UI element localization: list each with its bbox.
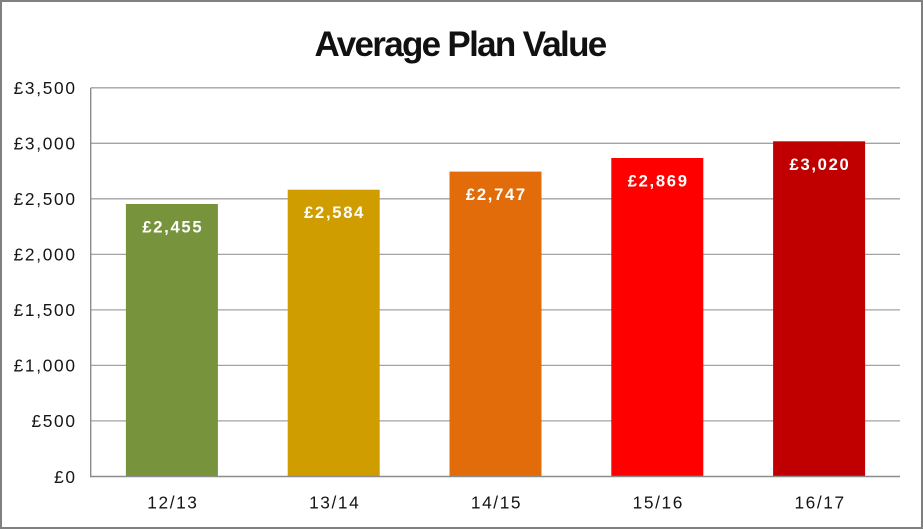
svg-text:£2,869: £2,869 (628, 172, 689, 191)
svg-text:16/17: 16/17 (794, 493, 845, 513)
svg-text:£3,500: £3,500 (14, 78, 77, 98)
svg-text:15/16: 15/16 (633, 493, 684, 513)
svg-text:£1,000: £1,000 (14, 356, 77, 376)
svg-text:13/14: 13/14 (309, 493, 360, 513)
svg-text:12/13: 12/13 (147, 493, 198, 513)
svg-text:£3,000: £3,000 (14, 134, 77, 154)
svg-text:£2,584: £2,584 (304, 203, 365, 222)
svg-text:£2,455: £2,455 (142, 218, 203, 237)
svg-text:Average Plan Value: Average Plan Value (314, 25, 606, 64)
svg-text:£1,500: £1,500 (14, 300, 77, 320)
svg-text:£3,020: £3,020 (790, 155, 851, 174)
svg-text:£500: £500 (31, 411, 76, 431)
svg-text:£2,747: £2,747 (466, 185, 527, 204)
svg-text:£2,000: £2,000 (14, 245, 77, 265)
svg-text:£0: £0 (54, 467, 77, 487)
svg-text:£2,500: £2,500 (14, 189, 77, 209)
svg-text:14/15: 14/15 (471, 493, 522, 513)
